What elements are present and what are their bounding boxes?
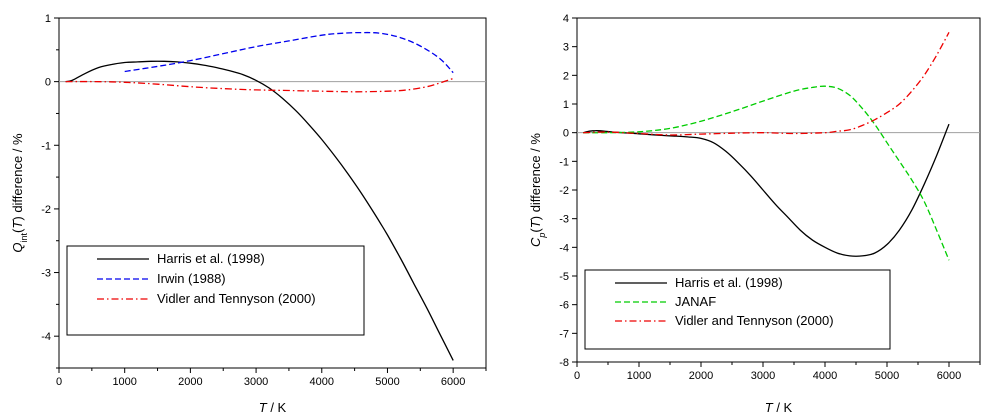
x-tick-label: 5000: [375, 376, 399, 388]
x-tick-label: 2000: [178, 376, 202, 388]
x-tick-label: 4000: [310, 376, 334, 388]
x-tick-label: 6000: [441, 376, 465, 388]
y-tick-label: 0: [563, 128, 569, 140]
y-tick-label: -2: [559, 185, 569, 197]
y-tick-label: -1: [41, 140, 51, 152]
y-tick-label: -6: [559, 300, 569, 312]
y-tick-label: 1: [45, 13, 51, 25]
x-tick-label: 4000: [813, 370, 837, 382]
x-tick-label: 2000: [689, 370, 713, 382]
y-tick-label: -3: [559, 214, 569, 226]
x-tick-label: 1000: [627, 370, 651, 382]
y-tick-label: -3: [41, 268, 51, 280]
x-tick-label: 5000: [875, 370, 899, 382]
y-tick-label: -2: [41, 204, 51, 216]
y-tick-label: 2: [563, 70, 569, 82]
x-axis-title: T / K: [259, 400, 287, 415]
legend-label: Vidler and Tennyson (2000): [675, 313, 834, 328]
plot-frame: [58, 17, 487, 369]
legend: Harris et al. (1998) JANAF Vidler and Tenn…: [584, 269, 891, 350]
legend-label: Irwin (1988): [157, 271, 226, 286]
series-line-vidler-and-tennyson-2000: [583, 31, 950, 136]
y-tick-label: -8: [559, 357, 569, 369]
chart-panel-1: 0 1000 2000 3000 4000 5000 6000 1 0 -1 -2 -3 -4 T / K…: [10, 13, 487, 415]
x-tick-label: 3000: [244, 376, 268, 388]
x-tick-label: 0: [56, 376, 62, 388]
legend: Harris et al. (1998) Irwin (1988) Vidler a…: [66, 245, 365, 336]
series-line-irwin-1988: [124, 31, 454, 74]
y-axis-title: Cp(T) difference / %: [528, 133, 547, 247]
y-tick-label: 0: [45, 77, 51, 89]
y-axis-title: Qint(T) difference / %: [10, 133, 29, 253]
x-tick-label: 6000: [937, 370, 961, 382]
series-line-janaf: [583, 85, 950, 261]
x-tick-label: 3000: [751, 370, 775, 382]
x-axis-title: T / K: [765, 400, 793, 415]
y-tick-label: -4: [41, 331, 51, 343]
x-tick-label: 1000: [112, 376, 136, 388]
y-tick-label: 4: [563, 13, 569, 25]
series-line-vidler-and-tennyson-2000: [65, 77, 454, 93]
series-line-harris-et-al-1998: [583, 123, 950, 257]
legend-label: Harris et al. (1998): [157, 251, 265, 266]
y-tick-label: 1: [563, 99, 569, 111]
series-line-harris-et-al-1998: [65, 60, 454, 361]
legend-label: Harris et al. (1998): [675, 275, 783, 290]
legend-box: [66, 245, 365, 336]
x-tick-label: 0: [574, 370, 580, 382]
chart-panel-2: 0 1000 2000 3000 4000 5000 6000 4 3 2 1 0 -1 -2 -3 -4 -5…: [528, 13, 981, 415]
y-tick-label: 3: [563, 42, 569, 54]
y-tick-label: -1: [559, 156, 569, 168]
legend-label: JANAF: [675, 294, 716, 309]
y-tick-label: -4: [559, 242, 569, 254]
y-tick-label: -7: [559, 328, 569, 340]
y-tick-label: -5: [559, 271, 569, 283]
legend-label: Vidler and Tennyson (2000): [157, 291, 316, 306]
